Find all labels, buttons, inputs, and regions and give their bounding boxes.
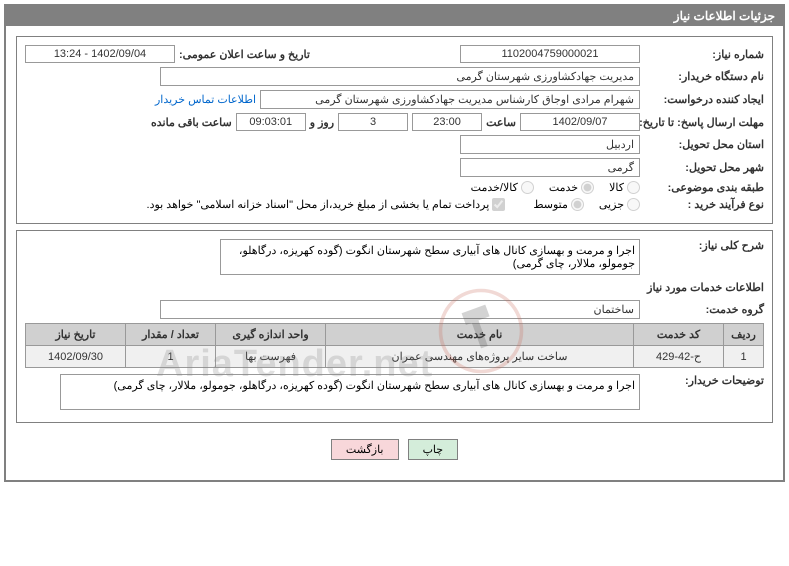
cat-both-input[interactable]	[521, 181, 534, 194]
cat-service-input[interactable]	[581, 181, 594, 194]
row-buyer-desc: توضیحات خریدار: اجرا و مرمت و بهسازی کان…	[25, 374, 764, 410]
announce-label: تاریخ و ساعت اعلان عمومی:	[179, 48, 310, 61]
content-area: شماره نیاز: 1102004759000021 تاریخ و ساع…	[6, 26, 783, 480]
announce-value: 1402/09/04 - 13:24	[25, 45, 175, 63]
row-deadline: مهلت ارسال پاسخ: تا تاریخ: 1402/09/07 سا…	[25, 113, 764, 131]
proc-partial-label: جزیی	[599, 198, 624, 211]
buyer-org-value: مدیریت جهادکشاورزی شهرستان گرمی	[160, 67, 640, 86]
row-process: نوع فرآیند خرید : جزیی متوسط پرداخت تمام…	[25, 198, 764, 211]
deadline-date: 1402/09/07	[520, 113, 640, 131]
td-row: 1	[724, 346, 764, 368]
process-label: نوع فرآیند خرید :	[644, 198, 764, 211]
cat-both-label: کالا/خدمت	[471, 181, 518, 194]
row-requester: ایجاد کننده درخواست: شهرام مرادی اوجاق ک…	[25, 90, 764, 109]
deadline-time: 23:00	[412, 113, 482, 131]
table-row: 1 ح-42-429 ساخت سایر پروژه‌های مهندسی عم…	[26, 346, 764, 368]
row-need-number: شماره نیاز: 1102004759000021 تاریخ و ساع…	[25, 45, 764, 63]
province-label: استان محل تحویل:	[644, 138, 764, 151]
requester-value: شهرام مرادی اوجاق کارشناس مدیریت جهادکشا…	[260, 90, 640, 109]
cat-goods-input[interactable]	[627, 181, 640, 194]
category-label: طبقه بندی موضوعی:	[644, 181, 764, 194]
contact-link[interactable]: اطلاعات تماس خریدار	[155, 93, 256, 106]
panel-header: جزئیات اطلاعات نیاز	[6, 6, 783, 26]
button-bar: چاپ بازگشت	[16, 429, 773, 470]
td-code: ح-42-429	[634, 346, 724, 368]
section-main: شماره نیاز: 1102004759000021 تاریخ و ساع…	[16, 36, 773, 224]
payment-note: پرداخت تمام یا بخشی از مبلغ خرید،از محل …	[147, 198, 490, 211]
row-city: شهر محل تحویل: گرمی	[25, 158, 764, 177]
city-value: گرمی	[460, 158, 640, 177]
proc-medium-input[interactable]	[571, 198, 584, 211]
cat-service-radio[interactable]: خدمت	[549, 181, 594, 194]
cat-both-radio[interactable]: کالا/خدمت	[471, 181, 534, 194]
back-button[interactable]: بازگشت	[331, 439, 399, 460]
th-qty: تعداد / مقدار	[126, 324, 216, 346]
remaining-label: ساعت باقی مانده	[151, 116, 232, 129]
row-summary: شرح کلی نیاز: اجرا و مرمت و بهسازی کانال…	[25, 239, 764, 275]
buyer-desc-text: اجرا و مرمت و بهسازی کانال های آبیاری سط…	[60, 374, 640, 410]
summary-label: شرح کلی نیاز:	[644, 239, 764, 252]
td-unit: فهرست بها	[216, 346, 326, 368]
need-number-value: 1102004759000021	[460, 45, 640, 63]
city-label: شهر محل تحویل:	[644, 161, 764, 174]
table-header-row: ردیف کد خدمت نام خدمت واحد اندازه گیری ت…	[26, 324, 764, 346]
requester-label: ایجاد کننده درخواست:	[644, 93, 764, 106]
cat-service-label: خدمت	[549, 181, 578, 194]
process-radios: جزیی متوسط	[533, 198, 640, 211]
th-row: ردیف	[724, 324, 764, 346]
td-name: ساخت سایر پروژه‌های مهندسی عمران	[326, 346, 634, 368]
services-title: اطلاعات خدمات مورد نیاز	[25, 281, 764, 294]
section-summary: شرح کلی نیاز: اجرا و مرمت و بهسازی کانال…	[16, 230, 773, 423]
main-panel: جزئیات اطلاعات نیاز AriaTender.net شماره…	[4, 4, 785, 482]
summary-text: اجرا و مرمت و بهسازی کانال های آبیاری سط…	[220, 239, 640, 275]
service-group-value: ساختمان	[160, 300, 640, 319]
td-date: 1402/09/30	[26, 346, 126, 368]
th-code: کد خدمت	[634, 324, 724, 346]
buyer-desc-label: توضیحات خریدار:	[644, 374, 764, 387]
th-name: نام خدمت	[326, 324, 634, 346]
row-service-group: گروه خدمت: ساختمان	[25, 300, 764, 319]
row-category: طبقه بندی موضوعی: کالا خدمت کالا/خدمت	[25, 181, 764, 194]
td-qty: 1	[126, 346, 216, 368]
need-number-label: شماره نیاز:	[644, 48, 764, 61]
row-province: استان محل تحویل: اردبیل	[25, 135, 764, 154]
payment-check-input[interactable]	[492, 198, 505, 211]
print-button[interactable]: چاپ	[408, 439, 459, 460]
proc-partial-input[interactable]	[627, 198, 640, 211]
service-group-label: گروه خدمت:	[644, 303, 764, 316]
buyer-org-label: نام دستگاه خریدار:	[644, 70, 764, 83]
days-label: روز و	[310, 116, 334, 129]
remaining-time: 09:03:01	[236, 113, 306, 131]
th-date: تاریخ نیاز	[26, 324, 126, 346]
time-label: ساعت	[486, 116, 516, 129]
th-unit: واحد اندازه گیری	[216, 324, 326, 346]
deadline-label: مهلت ارسال پاسخ: تا تاریخ:	[644, 116, 764, 129]
proc-partial-radio[interactable]: جزیی	[599, 198, 640, 211]
cat-goods-radio[interactable]: کالا	[609, 181, 640, 194]
days-value: 3	[338, 113, 408, 131]
services-table: ردیف کد خدمت نام خدمت واحد اندازه گیری ت…	[25, 323, 764, 368]
cat-goods-label: کالا	[609, 181, 624, 194]
proc-medium-label: متوسط	[533, 198, 568, 211]
payment-checkbox[interactable]: پرداخت تمام یا بخشی از مبلغ خرید،از محل …	[147, 198, 506, 211]
row-buyer-org: نام دستگاه خریدار: مدیریت جهادکشاورزی شه…	[25, 67, 764, 86]
panel-title: جزئیات اطلاعات نیاز	[674, 9, 775, 23]
proc-medium-radio[interactable]: متوسط	[533, 198, 584, 211]
category-radios: کالا خدمت کالا/خدمت	[471, 181, 640, 194]
province-value: اردبیل	[460, 135, 640, 154]
